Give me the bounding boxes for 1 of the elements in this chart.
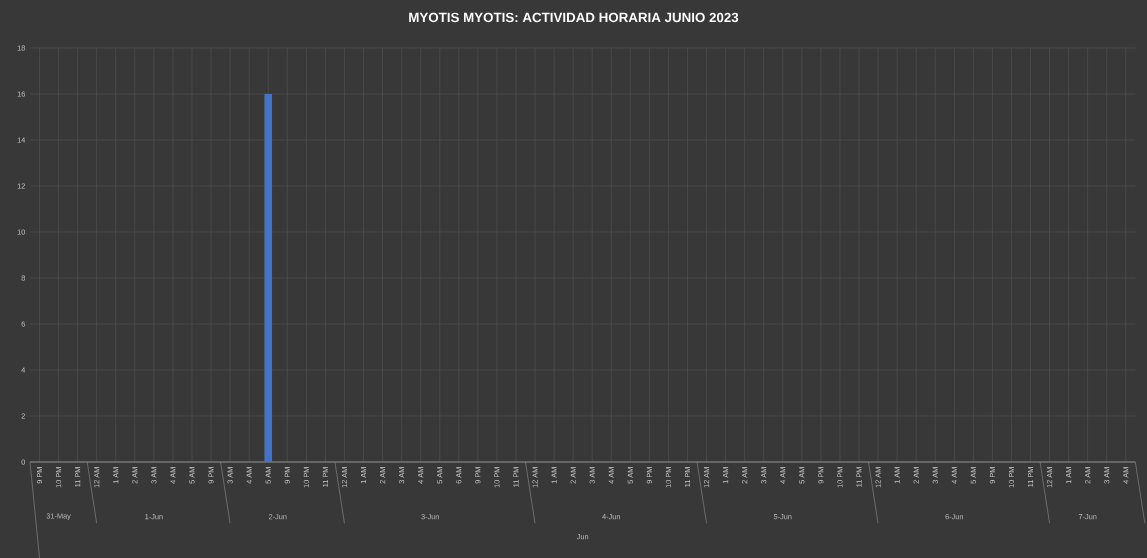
chart-title: MYOTIS MYOTIS: ACTIVIDAD HORARIA JUNIO 2023 [409,12,739,23]
